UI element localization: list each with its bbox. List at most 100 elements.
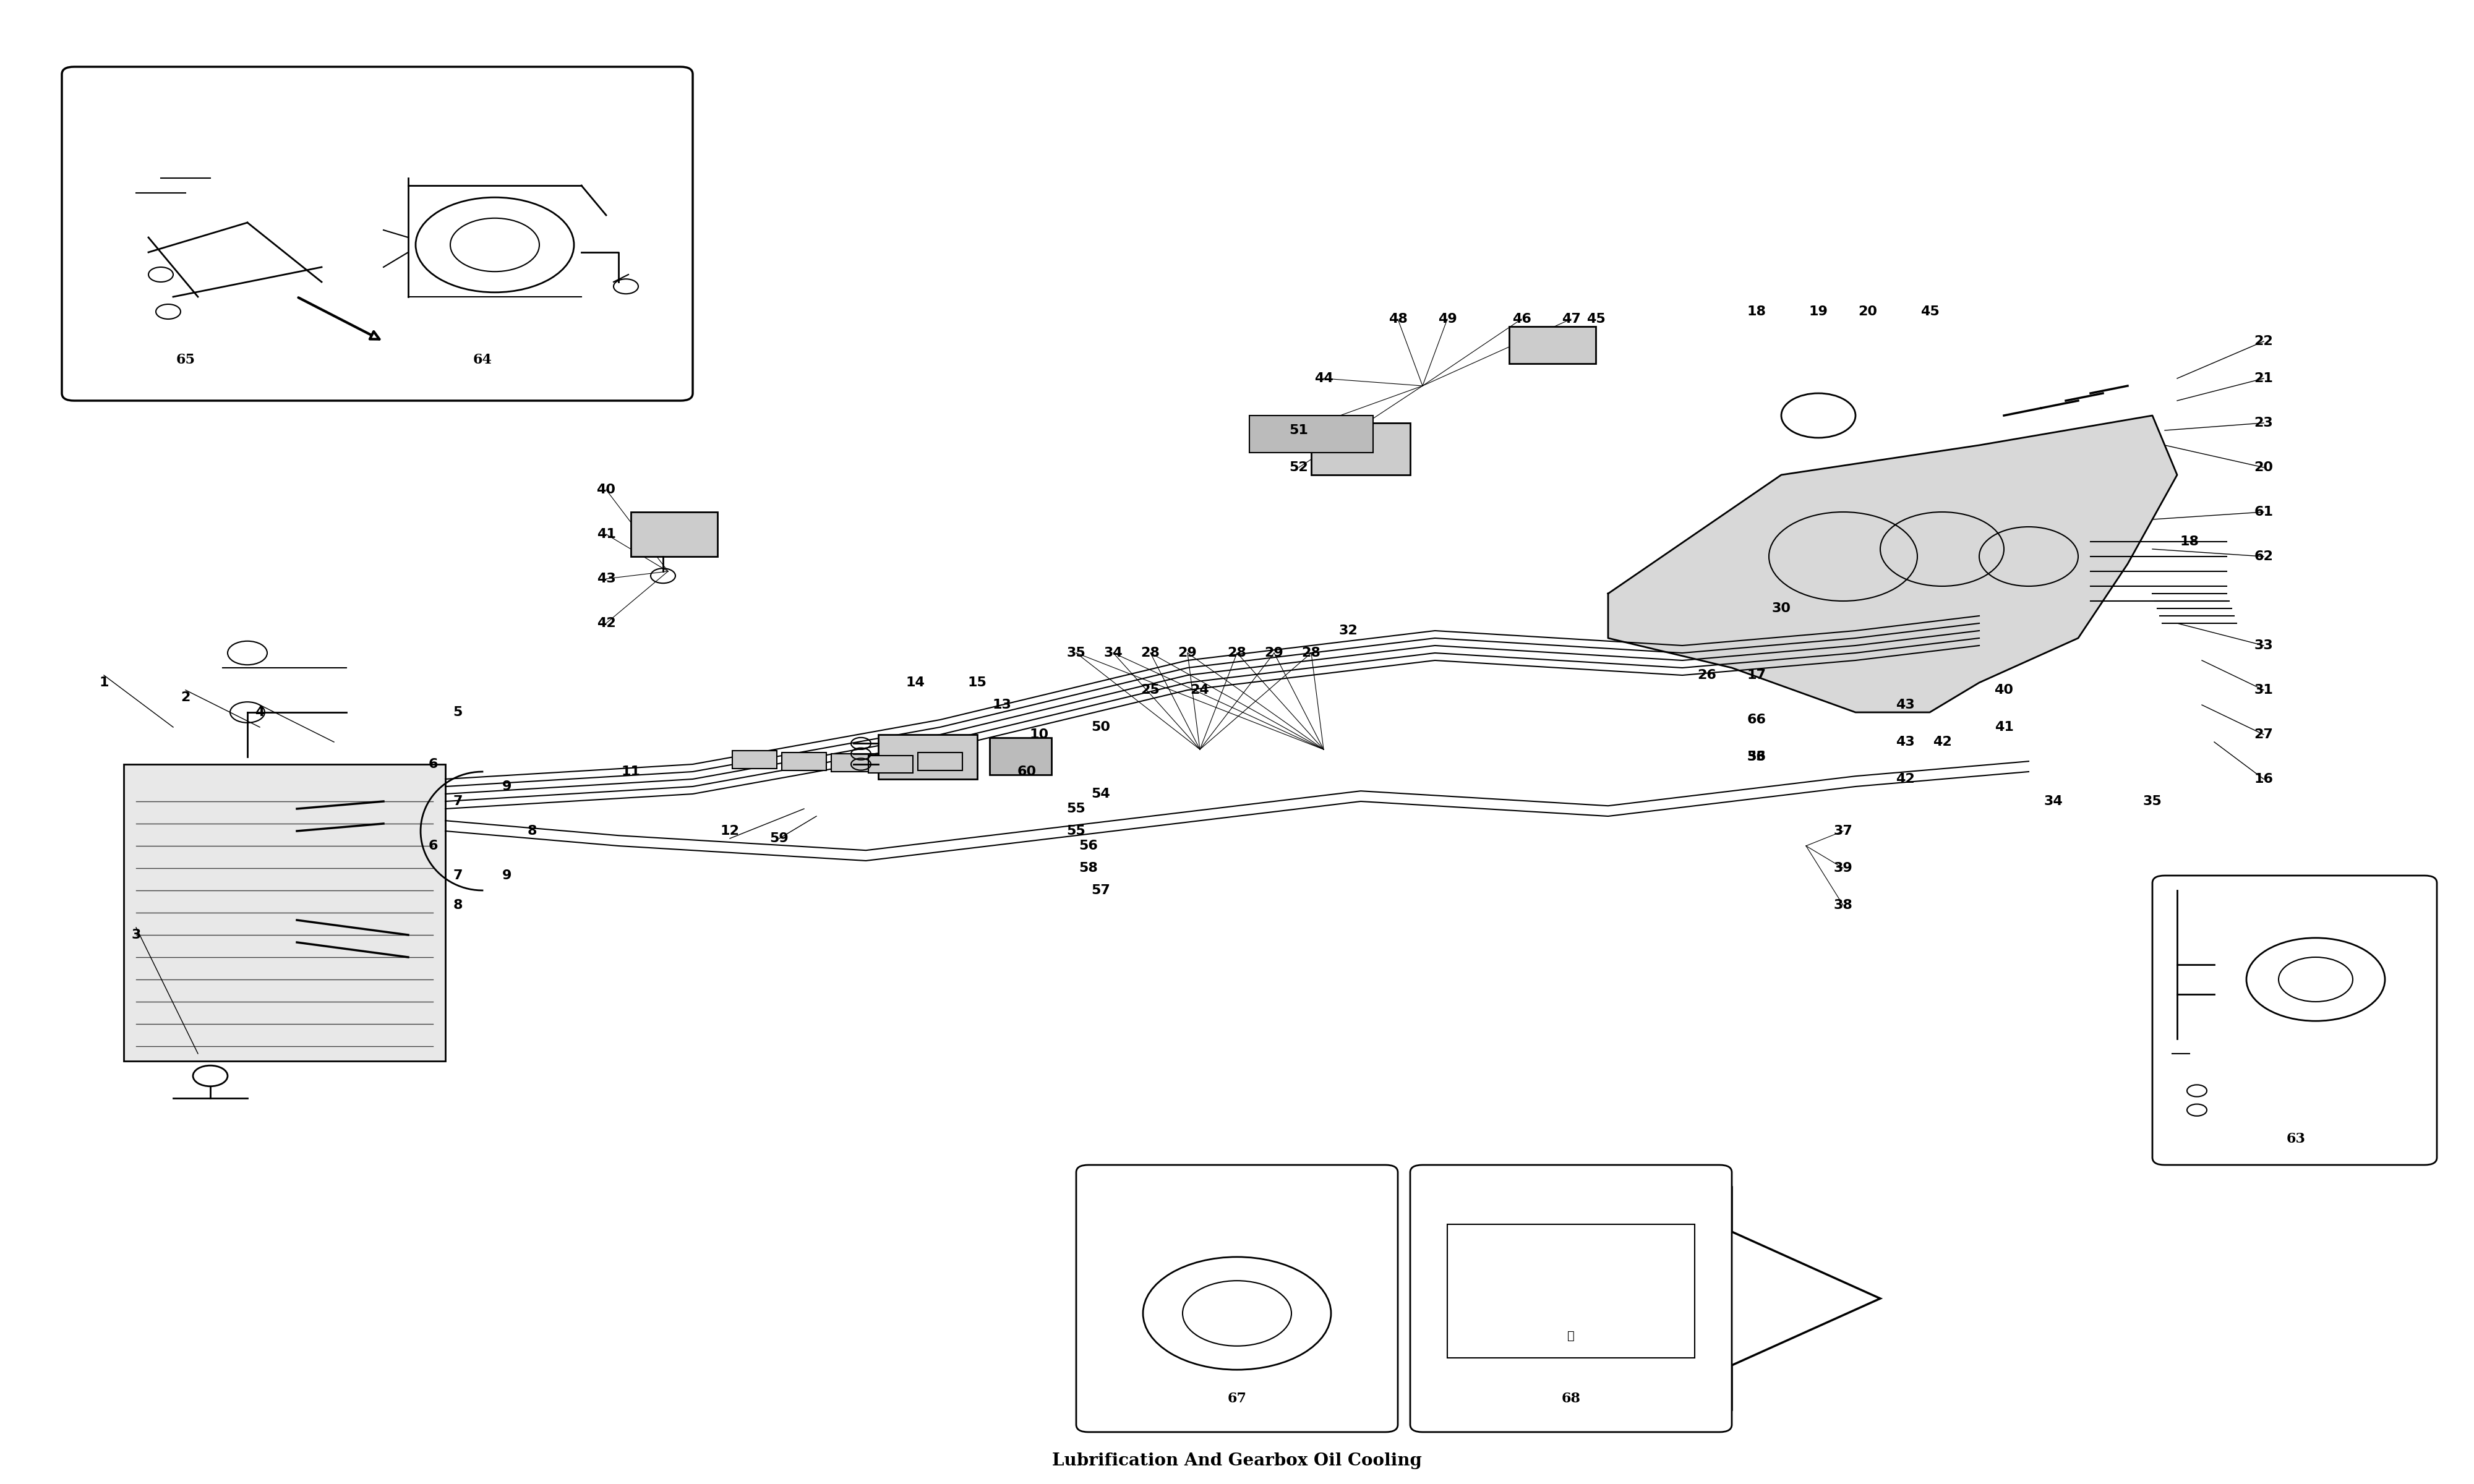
Text: 20: 20 (1858, 306, 1878, 318)
Text: 17: 17 (1747, 669, 1766, 681)
Bar (732, 751, 777, 769)
Text: 59: 59 (769, 833, 789, 844)
Text: 9: 9 (502, 781, 512, 792)
Bar (831, 754, 876, 772)
Text: 65: 65 (176, 353, 195, 367)
Text: 18: 18 (1747, 306, 1766, 318)
Text: 10: 10 (1029, 729, 1049, 741)
Text: 40: 40 (596, 484, 616, 496)
Text: 55: 55 (1066, 825, 1086, 837)
Text: 29: 29 (1178, 647, 1197, 659)
FancyBboxPatch shape (1410, 1165, 1732, 1432)
Text: 12: 12 (720, 825, 740, 837)
Bar (878, 735, 977, 779)
Text: 42: 42 (1932, 736, 1952, 748)
Polygon shape (1608, 416, 2177, 712)
Text: 28: 28 (1301, 647, 1321, 659)
Text: 31: 31 (2254, 684, 2274, 696)
Text: 7: 7 (453, 795, 463, 807)
Text: 16: 16 (2254, 773, 2274, 785)
Text: 35: 35 (2142, 795, 2162, 807)
Text: 6: 6 (428, 840, 438, 852)
Text: 25: 25 (1141, 684, 1160, 696)
Text: 30: 30 (1771, 603, 1791, 614)
Text: 46: 46 (1512, 313, 1531, 325)
Text: Lubrification And Gearbox Oil Cooling: Lubrification And Gearbox Oil Cooling (1051, 1453, 1423, 1469)
Text: 53: 53 (1747, 751, 1766, 763)
Text: 33: 33 (2254, 640, 2274, 651)
Text: 13: 13 (992, 699, 1012, 711)
Text: 43: 43 (596, 573, 616, 585)
Text: 58: 58 (1079, 862, 1098, 874)
Text: 48: 48 (1388, 313, 1408, 325)
Text: 21: 21 (2254, 372, 2274, 384)
Text: 41: 41 (1994, 721, 2014, 733)
Text: 34: 34 (1103, 647, 1123, 659)
Text: 7: 7 (453, 870, 463, 881)
Text: 41: 41 (596, 528, 616, 540)
Text: 43: 43 (1895, 736, 1915, 748)
Text: 20: 20 (2254, 462, 2274, 473)
Text: 51: 51 (1289, 424, 1309, 436)
Text: 2: 2 (181, 692, 190, 703)
Text: 55: 55 (1066, 803, 1086, 815)
Text: 23: 23 (2254, 417, 2274, 429)
FancyBboxPatch shape (2152, 876, 2437, 1165)
Text: 40: 40 (1994, 684, 2014, 696)
Text: 38: 38 (1833, 899, 1853, 911)
FancyBboxPatch shape (62, 67, 693, 401)
FancyBboxPatch shape (1076, 1165, 1398, 1432)
Bar (782, 752, 826, 770)
Text: 35: 35 (1066, 647, 1086, 659)
Text: 8: 8 (453, 899, 463, 911)
Text: 56: 56 (1079, 840, 1098, 852)
Text: 🐎: 🐎 (1569, 1330, 1573, 1342)
Text: 36: 36 (1747, 751, 1766, 763)
Text: 28: 28 (1141, 647, 1160, 659)
Text: 32: 32 (1338, 625, 1358, 637)
Text: 62: 62 (2254, 551, 2274, 562)
Text: 49: 49 (1437, 313, 1457, 325)
Text: 1: 1 (99, 677, 109, 689)
Text: 42: 42 (596, 617, 616, 629)
Bar (918, 752, 962, 770)
Text: 6: 6 (428, 758, 438, 770)
Text: 45: 45 (1586, 313, 1606, 325)
Text: 24: 24 (1190, 684, 1210, 696)
Text: 57: 57 (1091, 884, 1111, 896)
Text: 9: 9 (502, 870, 512, 881)
Text: 8: 8 (527, 825, 537, 837)
Bar (631, 512, 717, 556)
Bar (868, 755, 913, 773)
Text: 45: 45 (1920, 306, 1940, 318)
Polygon shape (1534, 1187, 1880, 1410)
Bar (1249, 416, 1373, 453)
Text: 52: 52 (1289, 462, 1309, 473)
Text: 64: 64 (473, 353, 492, 367)
Bar (1509, 326, 1596, 364)
Text: 22: 22 (2254, 335, 2274, 347)
Text: 19: 19 (1808, 306, 1828, 318)
Text: 43: 43 (1895, 699, 1915, 711)
Text: 61: 61 (2254, 506, 2274, 518)
Text: 28: 28 (1227, 647, 1247, 659)
Bar (990, 738, 1051, 775)
Circle shape (193, 1066, 228, 1086)
Text: 3: 3 (131, 929, 141, 941)
Text: 5: 5 (453, 706, 463, 718)
Bar (1311, 423, 1410, 475)
Text: 4: 4 (255, 706, 265, 718)
Bar (1447, 1224, 1695, 1358)
Text: 37: 37 (1833, 825, 1853, 837)
Text: 18: 18 (2180, 536, 2199, 548)
Text: 27: 27 (2254, 729, 2274, 741)
Text: 42: 42 (1895, 773, 1915, 785)
Text: 11: 11 (621, 766, 641, 778)
Text: 66: 66 (1747, 714, 1766, 726)
Text: 63: 63 (2286, 1132, 2306, 1146)
Text: 26: 26 (1697, 669, 1717, 681)
Text: 34: 34 (2044, 795, 2063, 807)
Text: 14: 14 (905, 677, 925, 689)
Text: 50: 50 (1091, 721, 1111, 733)
Text: 29: 29 (1264, 647, 1284, 659)
